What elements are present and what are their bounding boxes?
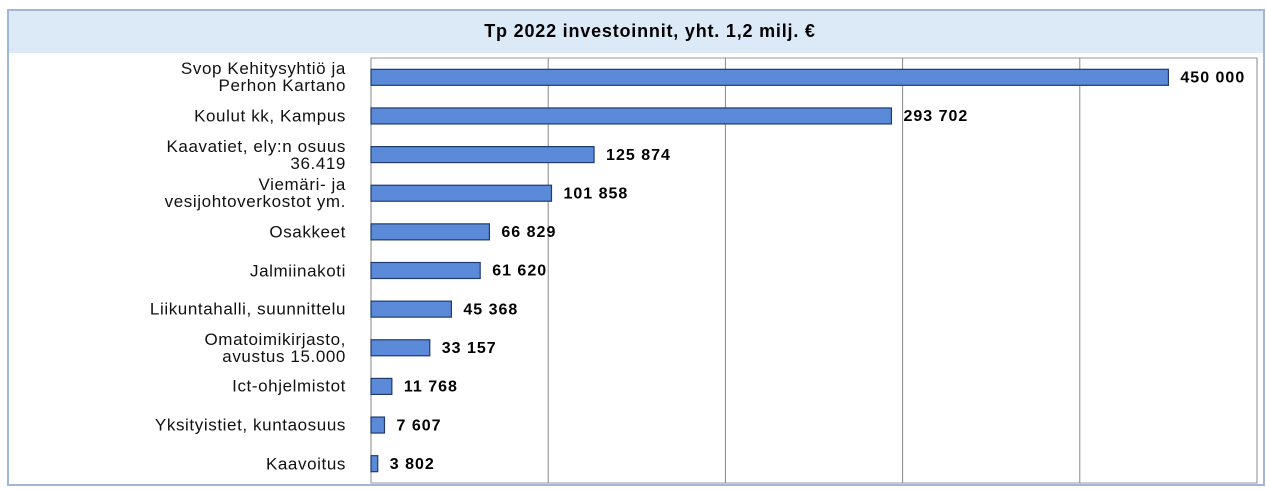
category-label: Omatoimikirjasto, avustus 15.000 xyxy=(204,329,346,366)
value-label: 7 607 xyxy=(396,417,441,434)
category-label: Yksityistiet, kuntaosuus xyxy=(154,415,346,435)
category-label: Viemäri- ja vesijohtoverkostot ym. xyxy=(164,175,346,212)
bar xyxy=(370,455,379,473)
value-label: 66 829 xyxy=(501,224,556,241)
bar xyxy=(370,107,893,125)
bar xyxy=(370,145,595,164)
bar xyxy=(370,261,481,280)
bar xyxy=(370,377,393,396)
category-label: Ict-ohjelmistot xyxy=(232,376,346,396)
category-label: Koulut kk, Kampus xyxy=(194,106,346,126)
category-label: Svop Kehitysyhtiö ja Perhon Kartano xyxy=(180,59,346,96)
bar xyxy=(370,300,452,318)
category-label: Kaavoitus xyxy=(265,454,346,474)
bar xyxy=(370,184,553,202)
value-label: 450 000 xyxy=(1180,70,1245,87)
category-label: Jalmiinakoti xyxy=(249,261,346,280)
category-label: Kaavatiet, ely:n osuus 36.419 xyxy=(166,136,346,173)
value-label: 45 368 xyxy=(463,301,518,318)
value-label: 61 620 xyxy=(492,263,547,280)
bar xyxy=(370,339,431,357)
bar xyxy=(370,416,386,434)
chart-title: Tp 2022 investoinnit, yht. 1,2 milj. € xyxy=(484,21,816,41)
value-label: 125 874 xyxy=(606,147,671,164)
title-band xyxy=(9,11,1263,53)
value-label: 3 802 xyxy=(390,456,435,473)
value-label: 33 157 xyxy=(442,340,497,357)
category-label: Liikuntahalli, suunnittelu xyxy=(149,299,346,319)
bar xyxy=(370,223,491,241)
value-label: 101 858 xyxy=(563,185,628,202)
bar xyxy=(370,68,1170,86)
value-label: 293 702 xyxy=(903,108,968,125)
value-label: 11 768 xyxy=(404,379,458,396)
category-label: Osakkeet xyxy=(269,222,346,242)
